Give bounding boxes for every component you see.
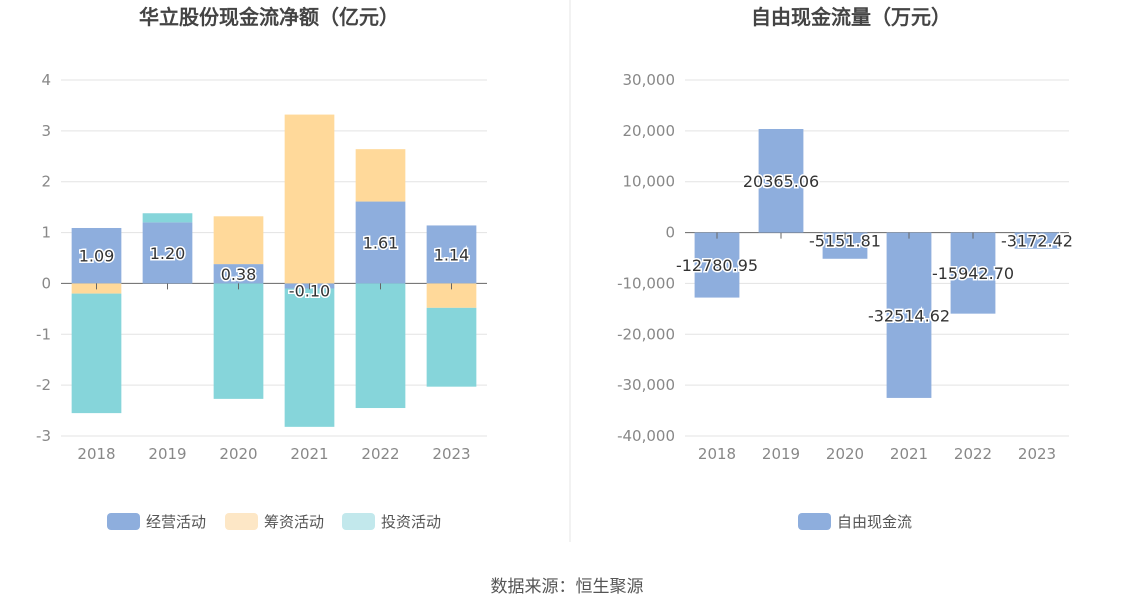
left-x-tick-label: 2019 [148,445,186,463]
right-bar-free-cash [758,129,804,233]
legend-swatch[interactable] [798,513,831,530]
right-bar-free-cash [694,232,740,298]
data-source-label: 数据来源：恒生聚源 [490,577,644,597]
left-bar-investing [142,213,193,223]
right-y-tick-label: -40,000 [617,427,675,445]
legend-label[interactable]: 筹资活动 [264,513,324,531]
left-y-tick-label: 3 [41,122,51,140]
right-bar-free-cash [886,232,932,398]
right-y-tick-label: 30,000 [623,71,676,89]
left-bar-investing [355,283,406,409]
left-chart-title: 华立股份现金流净额（亿元） [139,5,399,29]
left-chart-legend: 经营活动 筹资活动 投资活动 [107,513,441,531]
left-data-label: -0.10 [289,282,330,301]
left-bar-operating [142,222,193,284]
left-x-tick-label: 2022 [361,445,399,463]
left-y-tick-label: -3 [36,427,51,445]
left-y-tick-label: 1 [41,224,51,242]
right-y-tick-label: 0 [665,224,675,242]
legend-label[interactable]: 自由现金流 [837,513,912,531]
left-data-label: 1.09 [79,247,115,266]
right-x-tick-label: 2019 [762,445,800,463]
left-y-tick-label: -1 [36,325,51,343]
left-bar-operating [426,225,477,284]
right-y-tick-label: -20,000 [617,325,675,343]
left-bar-investing [426,307,477,387]
left-x-tick-label: 2020 [219,445,257,463]
left-chart-plot: 4 3 2 1 0 -1 -2 -3 2018 2019 2020 2021 2022 2023 1.09 1… [36,71,487,463]
left-x-tick-label: 2021 [290,445,328,463]
legend-swatch[interactable] [225,513,258,530]
right-data-label: -3172.42 [1001,232,1073,251]
left-y-tick-label: 2 [41,173,51,191]
legend-label[interactable]: 经营活动 [146,513,206,531]
right-y-tick-label: -10,000 [617,274,675,292]
right-data-label: -12780.95 [676,256,758,275]
right-y-tick-label: 10,000 [623,173,676,191]
left-data-label: 1.14 [434,245,470,264]
legend-swatch[interactable] [342,513,375,530]
legend-swatch[interactable] [107,513,140,530]
left-bar-financing [284,114,335,284]
right-bar-free-cash [950,232,996,314]
right-data-label: -15942.70 [932,264,1014,283]
left-y-tick-label: -2 [36,376,51,394]
left-y-tick-label: 0 [41,274,51,292]
right-data-label: -5151.81 [809,232,881,251]
right-x-tick-label: 2018 [698,445,736,463]
left-data-label: 0.38 [221,265,257,284]
left-bar-operating [71,227,122,284]
left-x-tick-label: 2018 [77,445,115,463]
right-y-tick-label: -30,000 [617,376,675,394]
left-bar-financing [355,149,406,202]
left-bar-financing [213,216,264,265]
right-data-label: 20365.06 [743,172,819,191]
left-bar-operating [213,264,264,284]
left-bar-operating [355,201,406,284]
right-x-tick-label: 2020 [826,445,864,463]
legend-label[interactable]: 投资活动 [381,513,441,531]
left-bar-investing [71,293,122,414]
left-bar-investing [213,283,264,399]
right-x-tick-label: 2021 [890,445,928,463]
right-chart-title: 自由现金流量（万元） [751,5,951,29]
right-x-tick-label: 2022 [954,445,992,463]
left-data-label: 1.61 [363,233,399,252]
right-chart-legend: 自由现金流 [798,513,912,531]
left-x-tick-label: 2023 [432,445,470,463]
left-y-tick-label: 4 [41,71,51,89]
right-x-tick-label: 2023 [1018,445,1056,463]
right-chart-plot: 30,000 20,000 10,000 0 -10,000 -20,000 -30,000… [617,71,1074,463]
right-y-tick-label: 20,000 [623,122,676,140]
right-bar-free-cash [1014,232,1060,249]
left-bar-investing [284,288,335,427]
right-data-label: -32514.62 [868,306,950,325]
left-data-label: 1.20 [150,244,186,263]
